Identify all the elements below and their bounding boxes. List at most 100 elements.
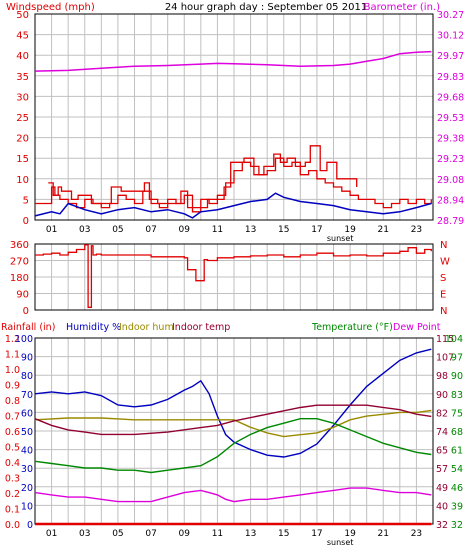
legend-indoor-temp: Indoor temp xyxy=(172,322,230,333)
y-tick-label: 54 xyxy=(451,464,463,475)
y-tick-label: 270 xyxy=(10,257,29,268)
x-tick-label: 21 xyxy=(378,529,389,539)
y-tick-label: 68 xyxy=(451,427,463,438)
y-tick-label: 90 xyxy=(16,290,29,301)
y-tick-label: 25 xyxy=(16,113,29,124)
y-tick-label: 35 xyxy=(16,72,29,83)
y-tick-label: 0.2 xyxy=(5,489,20,500)
y-tick-label: 0 xyxy=(27,520,33,531)
y-tick-label: 5 xyxy=(23,195,29,206)
y-tick-label: 46 xyxy=(451,483,463,494)
y-tick-label: 28.94 xyxy=(437,195,464,206)
wind-baro-series xyxy=(34,50,432,219)
x-tick-label: 19 xyxy=(344,225,356,235)
y-tick-label: 32 xyxy=(436,520,448,531)
y-tick-label: 61 xyxy=(451,446,463,457)
y-tick-label: 10 xyxy=(21,501,33,512)
x-tick-label: 07 xyxy=(145,225,156,235)
y-tick-label: 10 xyxy=(16,175,29,186)
y-tick-label: 20 xyxy=(16,134,29,145)
y-tick-label: N xyxy=(440,240,447,251)
temp-humidity-grid xyxy=(35,338,433,524)
y-tick-label: 82 xyxy=(436,408,448,419)
x-tick-label: 01 xyxy=(46,225,57,235)
legend-rainfall: Rainfall (in) xyxy=(1,322,55,333)
y-tick-label: 98 xyxy=(436,371,448,382)
y-tick-label: 30.12 xyxy=(437,31,464,42)
y-tick-label: 90 xyxy=(21,353,33,364)
x-tick-label: 03 xyxy=(79,225,90,235)
y-tick-label: 1.0 xyxy=(5,365,20,376)
y-tick-label: 29.53 xyxy=(437,113,464,124)
y-tick-label: 74 xyxy=(436,427,448,438)
y-tick-label: 29.38 xyxy=(437,134,464,145)
y-tick-label: 0.9 xyxy=(5,381,20,392)
series-dew-point xyxy=(34,487,432,503)
y-tick-label: 50 xyxy=(16,10,29,21)
y-tick-label: 0 xyxy=(23,216,29,227)
x-tick-label: 03 xyxy=(79,529,90,539)
y-tick-label: 30.27 xyxy=(437,10,464,21)
temp-humidity-series xyxy=(34,348,432,526)
series-indoor-temp xyxy=(34,404,432,436)
y-tick-label: 65 xyxy=(436,446,448,457)
y-tick-label: 180 xyxy=(10,273,29,284)
legend-indoor-hum: Indoor hum xyxy=(119,322,174,333)
wind-axis-title: Windspeed (mph) xyxy=(6,2,95,13)
y-tick-label: E xyxy=(440,290,446,301)
x-tick-label: 11 xyxy=(212,225,223,235)
sunset-label: sunset xyxy=(327,538,354,547)
temperature-y-ticks: 115 107 98 90 82 74 65 57 49 40 32 xyxy=(436,334,454,531)
main-title: 24 hour graph day : September 05 2011 xyxy=(165,2,367,13)
x-tick-label: 11 xyxy=(212,529,223,539)
y-tick-label: W xyxy=(440,257,450,268)
x-tick-label: 05 xyxy=(112,529,123,539)
rain-y-ticks: 1.2 1.1 1.0 0.9 0.8 0.7 0.6 0.5 0.4 0.3 0.2 0.1 0.0 xyxy=(5,334,20,531)
y-tick-label: 0.0 xyxy=(5,520,20,531)
x-tick-label: 05 xyxy=(112,225,123,235)
y-tick-label: 0.8 xyxy=(5,396,20,407)
y-tick-label: 60 xyxy=(21,408,33,419)
y-tick-label: 39 xyxy=(451,501,463,512)
y-tick-label: N xyxy=(440,306,447,317)
x-tick-label: 21 xyxy=(378,225,389,235)
x-tick-label: 13 xyxy=(245,529,256,539)
y-tick-label: 90 xyxy=(436,390,448,401)
y-tick-label: 0.4 xyxy=(5,458,20,469)
x-tick-label: 15 xyxy=(278,225,289,235)
y-tick-label: 0.6 xyxy=(5,427,20,438)
y-tick-label: 40 xyxy=(16,51,29,62)
y-tick-label: 75 xyxy=(451,408,463,419)
y-tick-label: 100 xyxy=(15,334,33,345)
y-tick-label: 29.83 xyxy=(437,72,464,83)
y-tick-label: 29.97 xyxy=(437,51,464,62)
y-tick-label: 83 xyxy=(451,390,463,401)
y-tick-label: 28.79 xyxy=(437,216,464,227)
x-tick-label: 13 xyxy=(245,225,256,235)
legend-temperature: Temperature (°F) xyxy=(311,322,393,333)
y-tick-label: 1.2 xyxy=(5,334,20,345)
bottom-legend: Rainfall (in) Humidity % Indoor hum Indo… xyxy=(1,322,441,333)
y-tick-label: 360 xyxy=(10,240,29,251)
y-tick-label: 50 xyxy=(21,427,33,438)
y-tick-label: 90 xyxy=(451,371,463,382)
wind-baro-grid xyxy=(35,14,433,220)
series-indoor-hum xyxy=(34,409,432,438)
series-barometer-in xyxy=(34,50,432,72)
x-tick-label: 09 xyxy=(179,529,191,539)
y-tick-label: 29.08 xyxy=(437,175,464,186)
temp-humidity-panel: 1.21.11.00.90.80.70.60.50.40.30.20.10.0 … xyxy=(5,334,463,547)
x-tick-label: 01 xyxy=(46,529,57,539)
y-tick-label: 15 xyxy=(16,154,29,165)
y-tick-label: 97 xyxy=(451,353,463,364)
y-tick-label: 30 xyxy=(21,464,33,475)
series-temperature-f xyxy=(34,418,432,474)
series-humidity xyxy=(34,348,432,458)
temp-x-ticks: 01 03 05 07 09 11 13 15 17 19 21 23 sunset xyxy=(46,529,422,547)
legend-dew-point: Dew Point xyxy=(393,322,441,333)
